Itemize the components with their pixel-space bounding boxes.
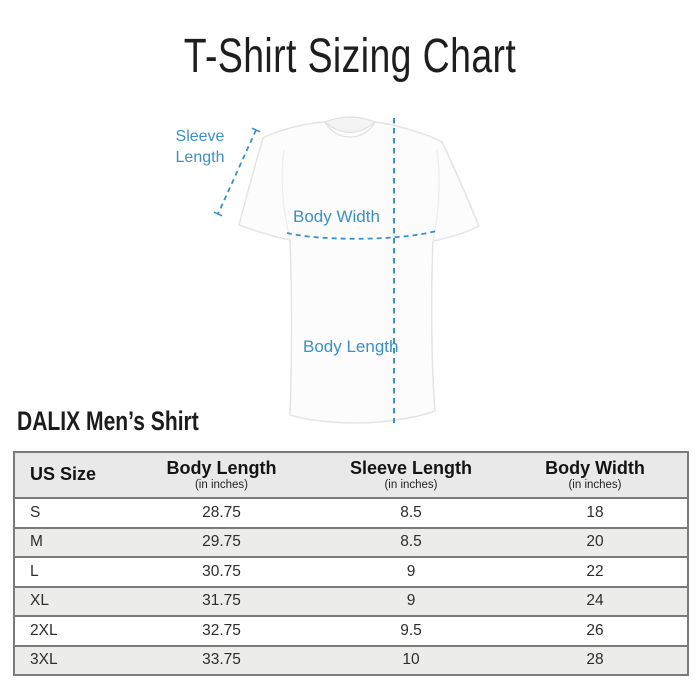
cell-body-length: 31.75 [202,592,241,610]
cell-size: 2XL [30,621,58,639]
table-header: US Size Body Length (in inches) Sleeve L… [14,452,688,498]
cell-sleeve-length: 9 [406,592,416,610]
cell-body-width: 20 [586,533,604,551]
column-label: Sleeve Length [349,457,473,478]
page-title: T-Shirt Sizing Chart [183,30,517,83]
cell-sleeve-length: 8.5 [400,503,422,521]
column-label: Body Length [166,457,277,478]
column-label: US Size [30,463,97,484]
table-row-xl: XL 31.75 9 24 [14,586,688,616]
table-row-s: S 28.75 8.5 18 [14,498,688,528]
cell-size: S [30,503,41,521]
cell-body-width: 18 [586,503,604,521]
body-width-line [286,230,437,240]
cell-size: 3XL [30,651,58,669]
body-length-label: Body Length [303,337,399,356]
table-row-l: L 30.75 9 22 [14,557,688,587]
cell-body-width: 22 [586,562,604,580]
table-row-2xl: 2XL 32.75 9.5 26 [14,616,688,646]
sleeve-length-end-ticks [213,127,261,217]
table-row-3xl: 3XL 33.75 10 28 [14,645,688,675]
cell-sleeve-length: 10 [402,651,420,669]
column-label: Body Width [545,457,645,478]
cell-body-length: 33.75 [202,651,241,669]
column-header-body-length: Body Length (in inches) [124,452,319,498]
cell-body-width: 26 [586,621,604,639]
sleeve-length-label: Sleeve Length [175,128,225,166]
cell-size: L [30,562,39,580]
column-header-us-size: US Size [14,452,124,498]
cell-sleeve-length: 9.5 [400,621,422,639]
cell-body-length: 28.75 [202,503,241,521]
cell-size: M [30,533,43,551]
column-header-body-width: Body Width (in inches) [503,452,688,498]
column-unit-label: (in inches) [568,478,622,491]
tshirt-graphic [238,121,480,424]
cell-body-width: 28 [586,651,604,669]
column-header-sleeve-length: Sleeve Length (in inches) [319,452,503,498]
cell-sleeve-length: 9 [406,562,416,580]
table-row-m: M 29.75 8.5 20 [14,527,688,557]
sizing-table: US Size Body Length (in inches) Sleeve L… [13,451,689,676]
tshirt-collar [323,116,377,134]
cell-sleeve-length: 8.5 [400,533,422,551]
cell-body-length: 30.75 [202,562,241,580]
sleeve-length-line [217,129,257,215]
column-unit-label: (in inches) [384,478,438,491]
cell-body-length: 32.75 [202,621,241,639]
cell-body-width: 24 [586,592,604,610]
cell-body-length: 29.75 [202,533,241,551]
tshirt-diagram [213,116,480,424]
table-body: S 28.75 8.5 18 M 29.75 8.5 20 L 30.75 9 … [14,498,688,675]
left-armhole-seam [281,149,291,241]
cell-size: XL [30,592,49,610]
section-heading: DALIX Men’s Shirt [17,406,199,436]
body-width-label: Body Width [293,207,380,226]
table-header-row: US Size Body Length (in inches) Sleeve L… [14,452,688,498]
column-unit-label: (in inches) [194,478,249,491]
